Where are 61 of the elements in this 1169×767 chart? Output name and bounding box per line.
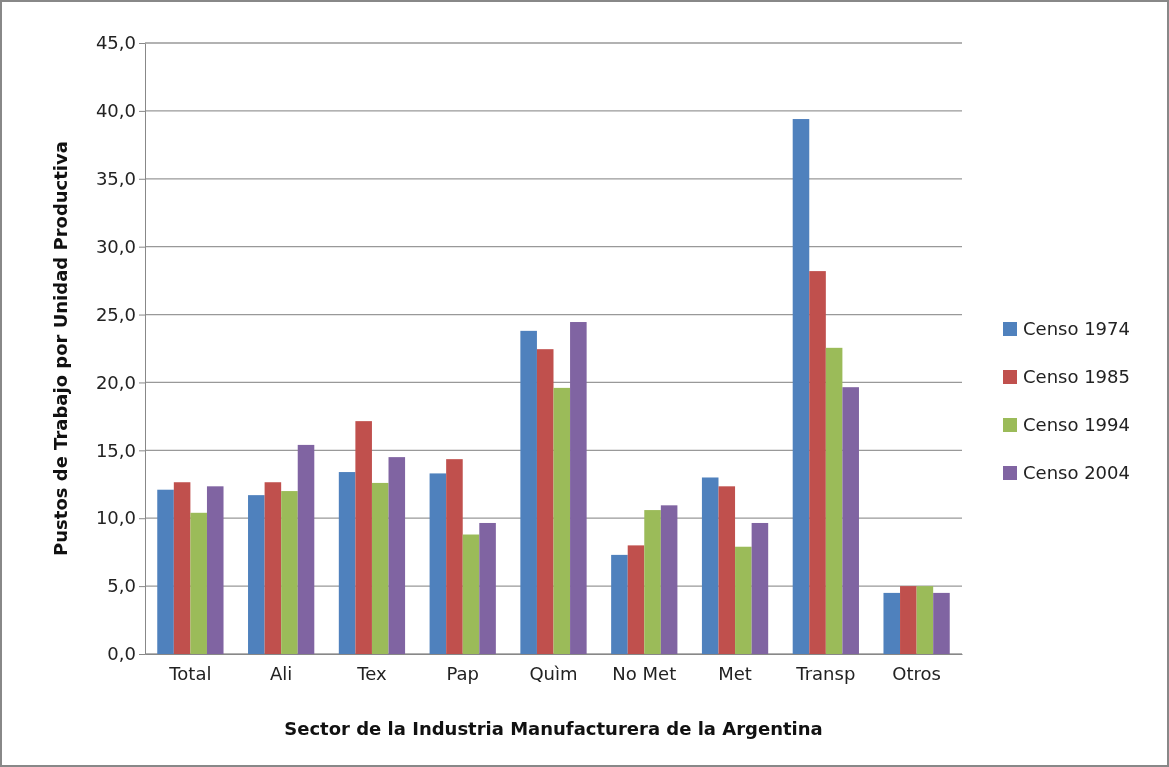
bar <box>338 472 356 654</box>
bar <box>479 522 496 654</box>
y-tick-label: 5,0 <box>107 575 136 597</box>
x-tick-label: Pap <box>446 663 479 685</box>
y-tick-label: 25,0 <box>95 303 136 325</box>
bar <box>429 473 447 654</box>
bar <box>627 545 645 654</box>
x-tick-label: Otros <box>892 663 941 685</box>
legend-label: Censo 1994 <box>1023 414 1130 435</box>
bar <box>206 486 224 654</box>
y-tick-label: 10,0 <box>95 507 136 529</box>
bar <box>553 387 571 654</box>
y-tick-label: 15,0 <box>95 439 136 461</box>
bar <box>825 347 843 654</box>
bar <box>900 586 917 654</box>
x-tick-label: Transp <box>795 663 856 685</box>
x-tick-label: Ali <box>270 663 293 685</box>
x-tick-label: Met <box>718 663 752 685</box>
bar <box>883 592 901 654</box>
bar <box>157 489 174 654</box>
legend-label: Censo 1974 <box>1023 318 1130 339</box>
bar <box>355 421 372 654</box>
y-tick-label: 20,0 <box>95 371 136 393</box>
bar <box>660 505 678 654</box>
bar <box>570 322 587 654</box>
bar <box>916 586 934 654</box>
y-tick-label: 40,0 <box>95 100 136 122</box>
bar <box>536 349 554 654</box>
y-tick-label: 0,0 <box>107 643 136 665</box>
y-axis-title: Pustos de Trabajo por Unidad Productiva <box>50 141 71 556</box>
bar <box>842 387 859 654</box>
bar <box>933 592 950 654</box>
bar <box>388 457 406 654</box>
bar <box>644 510 661 654</box>
bar <box>735 546 752 654</box>
bar <box>446 459 463 654</box>
bar <box>371 482 389 654</box>
bar <box>701 477 719 654</box>
x-tick-label: No Met <box>612 663 677 685</box>
y-tick-label: 35,0 <box>95 168 136 190</box>
bar <box>611 554 628 654</box>
legend-label: Censo 2004 <box>1023 462 1130 483</box>
bar <box>520 330 537 654</box>
x-tick-label: Total <box>168 663 212 685</box>
bar <box>281 491 298 654</box>
bar <box>264 482 282 654</box>
legend-label: Censo 1985 <box>1023 366 1130 387</box>
bar <box>809 271 826 654</box>
bar <box>718 486 736 654</box>
bar <box>792 119 810 654</box>
y-tick-label: 45,0 <box>95 32 136 54</box>
y-tick-label: 30,0 <box>95 235 136 257</box>
bar <box>190 512 207 654</box>
bar <box>173 482 191 654</box>
x-tick-label: Tex <box>356 663 387 685</box>
bar <box>248 495 265 654</box>
bar <box>462 534 480 654</box>
x-axis-title: Sector de la Industria Manufacturera de la Argentina <box>284 718 823 739</box>
x-tick-label: Quìm <box>529 663 578 685</box>
bar <box>751 522 769 654</box>
bar <box>297 444 315 654</box>
